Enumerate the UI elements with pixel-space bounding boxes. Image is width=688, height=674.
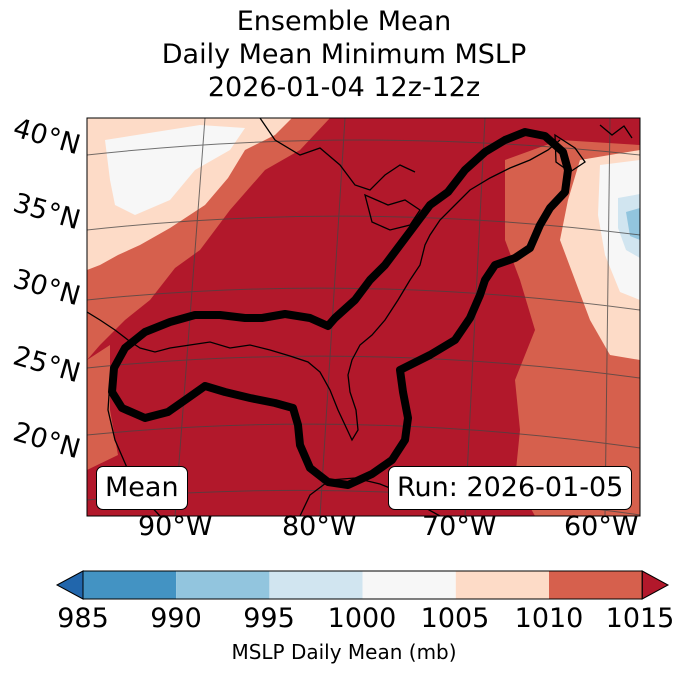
title-line-2: Daily Mean Minimum MSLP xyxy=(161,39,527,70)
colorbar-band-1005 xyxy=(455,571,549,599)
colorbar-band-1000 xyxy=(362,571,456,599)
lon-label-70w: 70°W xyxy=(422,511,497,542)
colorbar-band-995 xyxy=(269,571,363,599)
colorbar-frame xyxy=(82,570,643,600)
colorbar-under-arrow xyxy=(55,570,84,600)
mslp-field xyxy=(87,118,640,516)
colorbar-band-1010 xyxy=(549,571,643,599)
mean-label-box: Mean xyxy=(96,466,188,510)
map-frame xyxy=(86,117,641,517)
colorbar-band-990 xyxy=(176,571,270,599)
lon-label-80w: 80°W xyxy=(282,511,357,542)
colorbar-tick-995: 995 xyxy=(243,603,295,634)
colorbar-tick-1000: 1000 xyxy=(327,603,397,634)
title-line-3: 2026-01-04 12z-12z xyxy=(207,72,481,103)
field-990-east xyxy=(626,208,640,240)
colorbar-tick-985: 985 xyxy=(57,603,109,634)
mean-contour xyxy=(108,128,572,489)
field-1010-south xyxy=(87,345,118,470)
colorbar-tick-1005: 1005 xyxy=(420,603,490,634)
colorbar-tick-990: 990 xyxy=(150,603,202,634)
colorbar-band-985 xyxy=(83,571,177,599)
colorbar-tick-1010: 1010 xyxy=(514,603,584,634)
title-line-1: Ensemble Mean xyxy=(236,6,452,37)
colorbar xyxy=(55,570,670,600)
lon-label-90w: 90°W xyxy=(138,511,213,542)
lon-label-60w: 60°W xyxy=(564,511,639,542)
run-date-box: Run: 2026-01-05 xyxy=(388,466,633,510)
colorbar-over-arrow xyxy=(641,570,670,600)
colorbar-tick-1015: 1015 xyxy=(605,603,675,634)
colorbar-label: MSLP Daily Mean (mb) xyxy=(231,640,457,664)
field-1000-west xyxy=(105,125,245,215)
